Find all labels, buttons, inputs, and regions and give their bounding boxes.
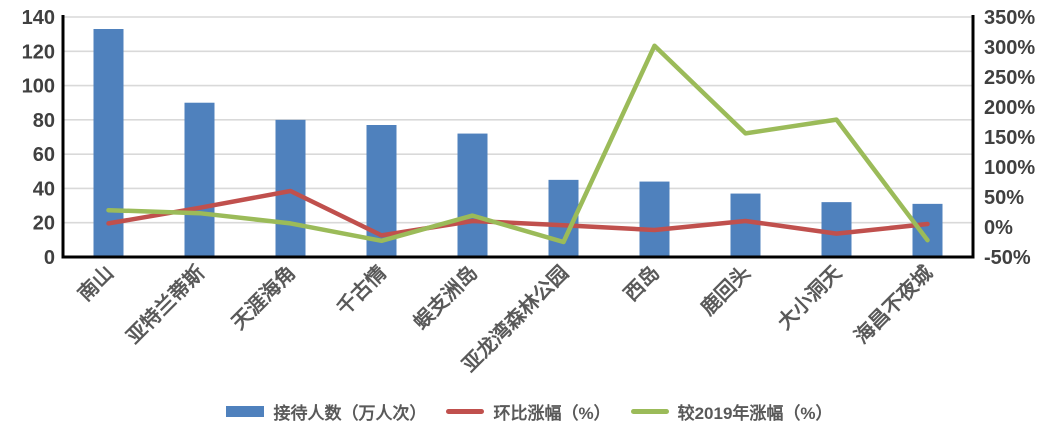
category-label: 天涯海角 [226, 261, 300, 335]
category-label: 鹿回头 [696, 261, 755, 320]
bar [275, 119, 306, 257]
category-label: 南山 [73, 261, 118, 306]
series-line [106, 188, 930, 238]
legend-label-mom-change: 环比涨幅（%） [493, 403, 611, 423]
series-line [106, 43, 930, 245]
right-axis-tick-label: 0% [984, 217, 1013, 239]
bar [912, 203, 943, 257]
category-label: 蜈支洲岛 [408, 261, 482, 335]
bar [730, 193, 761, 257]
category-label: 海昌不夜城 [849, 261, 937, 349]
right-axis-tick-label: 100% [984, 157, 1035, 179]
left-axis-tick-label: 40 [33, 178, 55, 200]
right-axis-tick-label: 150% [984, 127, 1035, 149]
left-axis-tick-label: 120 [22, 41, 55, 63]
legend-label-visitors: 接待人数（万人次） [273, 403, 427, 423]
category-label: 千古情 [332, 261, 391, 320]
bar [93, 29, 124, 257]
category-label: 西岛 [619, 261, 664, 306]
legend-item-vs2019-change: 较2019年涨幅（%） [630, 399, 833, 424]
legend-item-mom-change: 环比涨幅（%） [446, 399, 611, 424]
legend-bar-swatch-blue [226, 405, 265, 417]
right-axis-tick-label: 300% [984, 37, 1035, 59]
right-axis-tick-label: 50% [984, 187, 1024, 209]
right-axis-tick-label: 200% [984, 97, 1035, 119]
left-axis-tick-label: 20 [33, 213, 55, 235]
left-axis-tick-label: 100 [22, 76, 55, 98]
legend-label-vs2019-change: 较2019年涨幅（%） [677, 403, 833, 423]
bar [184, 102, 215, 257]
legend-line-swatch-red [446, 408, 485, 414]
right-axis-tick-label: -50% [984, 247, 1031, 269]
chart-legend: 接待人数（万人次） 环比涨幅（%） 较2019年涨幅（%） [0, 394, 1059, 428]
right-axis-tick-label: 250% [984, 67, 1035, 89]
category-label: 大小洞天 [773, 261, 847, 335]
right-axis-tick-label: 350% [984, 7, 1035, 29]
bar [821, 202, 852, 257]
left-axis-tick-label: 140 [22, 7, 55, 29]
left-axis-tick-label: 0 [44, 247, 55, 269]
category-label: 亚特兰蒂斯 [121, 261, 209, 349]
bar [639, 181, 670, 257]
legend-line-swatch-green [630, 408, 669, 414]
legend-item-visitors: 接待人数（万人次） [226, 399, 426, 424]
left-axis-tick-label: 60 [33, 144, 55, 166]
left-axis-tick-label: 80 [33, 110, 55, 132]
bar [457, 133, 488, 257]
